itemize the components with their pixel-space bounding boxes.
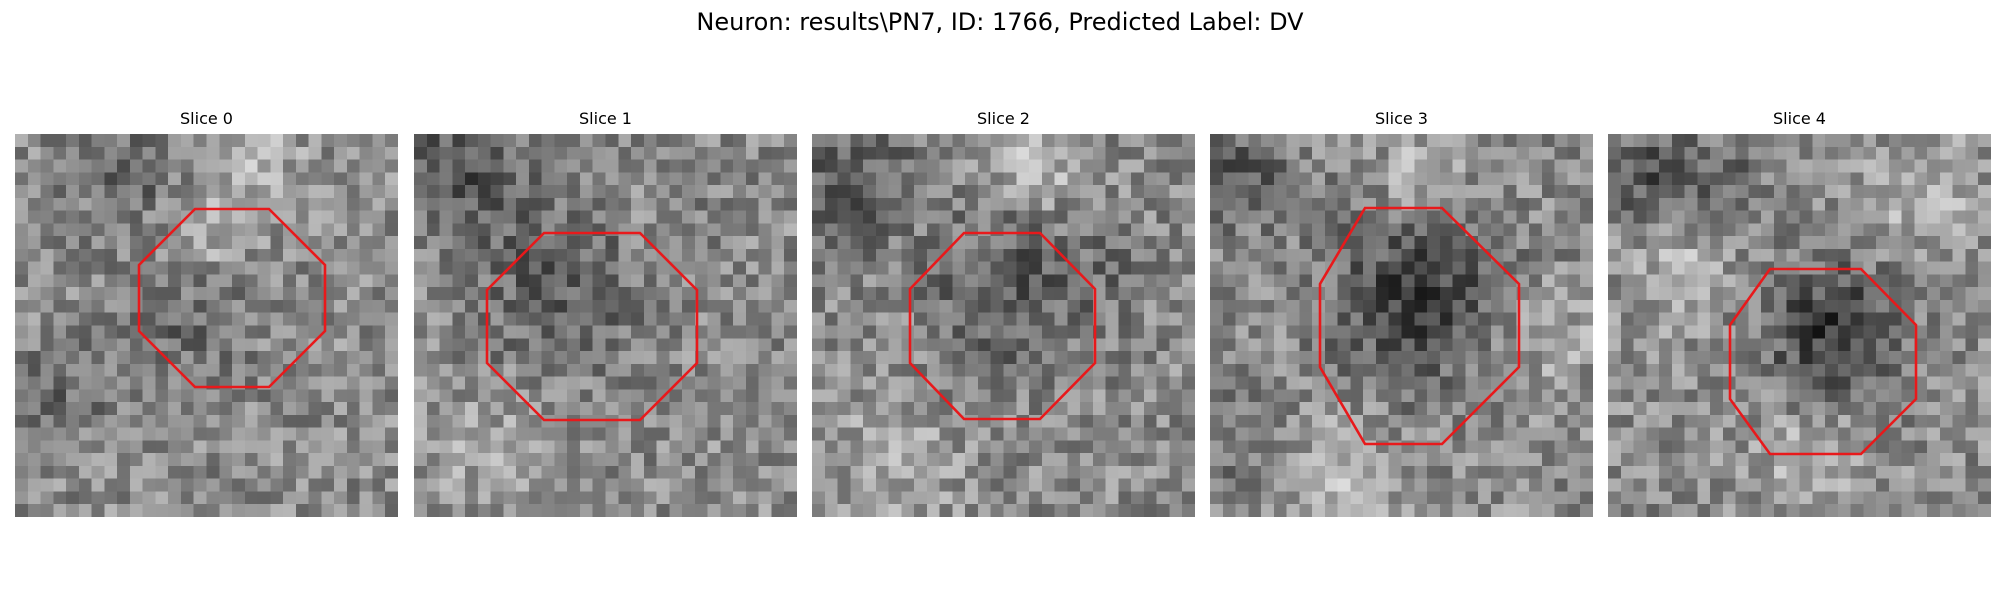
slice-title-4: Slice 4	[1608, 108, 1991, 130]
figure-title: Neuron: results\PN7, ID: 1766, Predicted…	[0, 6, 2000, 38]
slice-panel-3: Slice 3	[1210, 108, 1593, 130]
roi-outline-0	[139, 209, 325, 387]
roi-octagon-4	[1608, 134, 1991, 517]
slice-image-3	[1210, 134, 1593, 517]
slice-panel-0: Slice 0	[15, 108, 398, 130]
slice-image-1	[414, 134, 797, 517]
slice-panel-1: Slice 1	[414, 108, 797, 130]
slice-title-0: Slice 0	[15, 108, 398, 130]
roi-outline-2	[910, 233, 1095, 419]
slice-title-3: Slice 3	[1210, 108, 1593, 130]
slice-title-1: Slice 1	[414, 108, 797, 130]
slice-image-0	[15, 134, 398, 517]
roi-octagon-1	[414, 134, 797, 517]
roi-octagon-0	[15, 134, 398, 517]
roi-outline-3	[1320, 208, 1519, 444]
slice-panel-4: Slice 4	[1608, 108, 1991, 130]
roi-octagon-2	[812, 134, 1195, 517]
slice-image-2	[812, 134, 1195, 517]
roi-octagon-3	[1210, 134, 1593, 517]
slice-image-4	[1608, 134, 1991, 517]
slice-title-2: Slice 2	[812, 108, 1195, 130]
slice-panel-2: Slice 2	[812, 108, 1195, 130]
roi-outline-4	[1730, 269, 1916, 454]
roi-outline-1	[487, 233, 697, 420]
